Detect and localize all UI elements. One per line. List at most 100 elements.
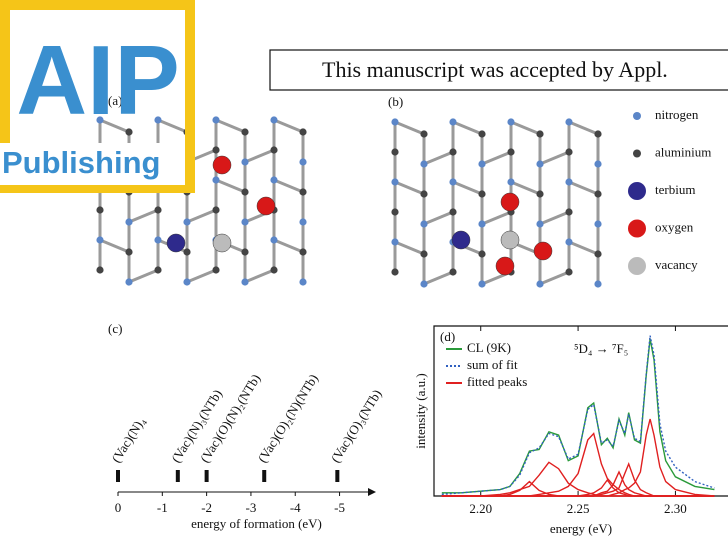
bond [453, 122, 482, 134]
bond [187, 270, 216, 282]
atom [452, 231, 470, 249]
bond [395, 122, 424, 134]
atom [420, 280, 427, 287]
bond [216, 180, 245, 192]
level-label: (Vac)(O)₃(NTb) [328, 387, 385, 466]
atom [299, 218, 306, 225]
atom [565, 178, 572, 185]
atom [241, 128, 248, 135]
bond [453, 182, 482, 194]
atom [391, 268, 398, 275]
atom [270, 266, 277, 273]
bond [100, 240, 129, 252]
level-label: (Vac)(O)₂(N)(NTb) [255, 371, 321, 465]
atom [299, 128, 306, 135]
x-axis-title: energy of formation (eV) [191, 516, 322, 531]
atom [565, 148, 572, 155]
atom [507, 118, 514, 125]
x-tick-label: -5 [334, 500, 345, 515]
bond [540, 212, 569, 224]
legend-swatch [628, 220, 646, 238]
atom [212, 116, 219, 123]
bond [424, 212, 453, 224]
bond [424, 272, 453, 284]
panel-label: (c) [108, 321, 122, 336]
atom [212, 266, 219, 273]
banner: This manuscript was accepted by Appl. [322, 57, 668, 82]
atom [299, 248, 306, 255]
atom [241, 278, 248, 285]
level-marker [205, 470, 209, 482]
legend-label: fitted peaks [467, 374, 527, 389]
atom [391, 118, 398, 125]
legend-label: aluminium [655, 144, 711, 159]
atom [501, 231, 519, 249]
atom [420, 190, 427, 197]
atom [270, 146, 277, 153]
bond [274, 180, 303, 192]
bond [569, 182, 598, 194]
annotation: ⁵D₄ → ⁷F₅ [574, 341, 628, 356]
atom [449, 268, 456, 275]
atom [478, 250, 485, 257]
bond [569, 122, 598, 134]
atom [299, 278, 306, 285]
bond [216, 120, 245, 132]
bond [245, 270, 274, 282]
atom [536, 280, 543, 287]
atom [594, 190, 601, 197]
bond [424, 152, 453, 164]
atom [270, 176, 277, 183]
atom [420, 250, 427, 257]
atom [391, 238, 398, 245]
atom [125, 248, 132, 255]
atom [96, 206, 103, 213]
panel-label: (d) [440, 329, 455, 344]
atom [449, 118, 456, 125]
legend-swatch [633, 150, 641, 158]
atom [565, 238, 572, 245]
bond [395, 242, 424, 254]
x-tick-label: -1 [157, 500, 168, 515]
bond [540, 152, 569, 164]
atom [241, 158, 248, 165]
figure: This manuscript was accepted by Appl. (a… [0, 0, 728, 544]
atom [478, 160, 485, 167]
bond [540, 272, 569, 284]
level-marker [262, 470, 266, 482]
x-tick-label: -3 [246, 500, 257, 515]
legend-label: nitrogen [655, 107, 699, 122]
atom [501, 193, 519, 211]
atom [212, 206, 219, 213]
atom [391, 208, 398, 215]
bond [511, 182, 540, 194]
atom [594, 130, 601, 137]
atom [565, 208, 572, 215]
level-marker [116, 470, 120, 482]
legend-swatch [628, 182, 646, 200]
x-tick-label: -2 [201, 500, 212, 515]
atom [594, 160, 601, 167]
atom [241, 218, 248, 225]
bond [511, 122, 540, 134]
atom [183, 248, 190, 255]
atom [183, 278, 190, 285]
atom [478, 190, 485, 197]
bond [274, 240, 303, 252]
level-marker [176, 470, 180, 482]
atom [212, 146, 219, 153]
atom [96, 266, 103, 273]
atom [449, 148, 456, 155]
atom [507, 178, 514, 185]
structures [96, 116, 601, 287]
atom [536, 130, 543, 137]
atom [213, 156, 231, 174]
bond [245, 150, 274, 162]
bond [395, 182, 424, 194]
atom [154, 266, 161, 273]
atom [536, 160, 543, 167]
atom [391, 178, 398, 185]
atom [478, 280, 485, 287]
atom [125, 218, 132, 225]
